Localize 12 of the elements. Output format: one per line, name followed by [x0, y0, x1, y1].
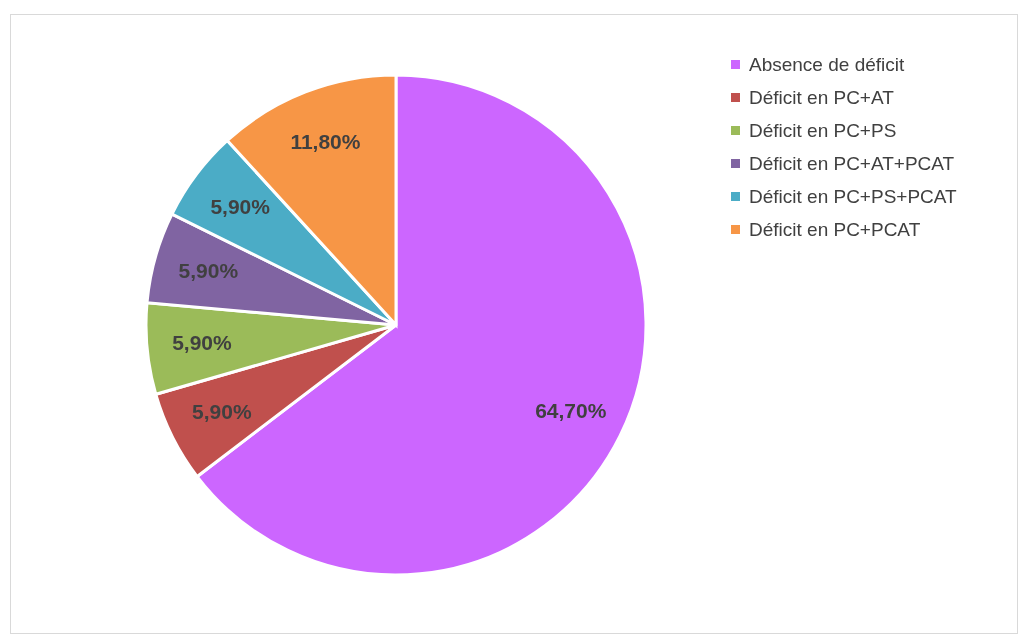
- legend-label: Déficit en PC+PS: [749, 119, 897, 141]
- data-label: 5,90%: [172, 330, 232, 354]
- data-label: 5,90%: [178, 259, 239, 283]
- data-label: 64,70%: [535, 398, 607, 422]
- legend-label: Déficit en PC+AT+PCAT: [749, 152, 955, 174]
- legend-label: Déficit en PC+AT: [749, 86, 895, 108]
- data-label: 11,80%: [290, 130, 361, 154]
- legend-label: Déficit en PC+PCAT: [749, 218, 921, 240]
- data-label: 5,90%: [192, 399, 252, 423]
- data-label: 5,90%: [210, 194, 271, 218]
- legend-label: Déficit en PC+PS+PCAT: [749, 185, 958, 207]
- legend-label: Absence de déficit: [749, 53, 905, 75]
